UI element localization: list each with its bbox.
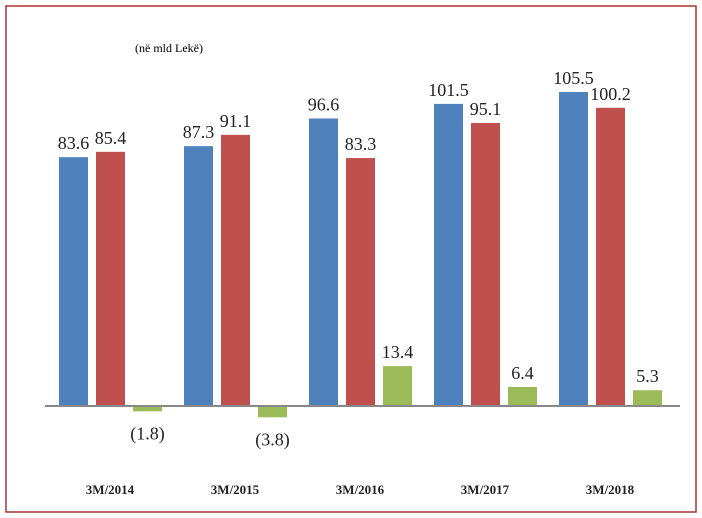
bar bbox=[471, 122, 500, 406]
data-label: 100.2 bbox=[590, 84, 631, 104]
data-label: 101.5 bbox=[428, 80, 469, 100]
bar bbox=[184, 146, 213, 407]
data-label: 85.4 bbox=[95, 128, 127, 148]
bar bbox=[508, 386, 537, 406]
data-label: 5.3 bbox=[636, 366, 659, 386]
chart-subtitle: (në mld Lekë) bbox=[135, 41, 203, 55]
data-label: 95.1 bbox=[470, 99, 502, 119]
bar bbox=[309, 118, 338, 406]
bar bbox=[133, 406, 162, 412]
x-tick-label: 3M/2018 bbox=[586, 482, 635, 497]
data-label: 6.4 bbox=[511, 363, 534, 383]
x-tick-label: 3M/2015 bbox=[211, 482, 260, 497]
bar bbox=[221, 134, 250, 406]
data-label: (3.8) bbox=[255, 429, 290, 450]
data-label: 87.3 bbox=[183, 122, 215, 142]
bar bbox=[596, 107, 625, 406]
data-label: 83.3 bbox=[345, 134, 377, 154]
data-label: 13.4 bbox=[382, 342, 414, 362]
bar bbox=[258, 406, 287, 418]
data-label: 83.6 bbox=[58, 133, 90, 153]
x-tick-label: 3M/2016 bbox=[336, 482, 385, 497]
bar bbox=[434, 103, 463, 406]
bar bbox=[383, 366, 412, 406]
data-label: (1.8) bbox=[130, 423, 165, 444]
x-tick-label: 3M/2017 bbox=[461, 482, 510, 497]
data-label: 91.1 bbox=[220, 111, 252, 131]
bar bbox=[96, 151, 125, 406]
data-label: 96.6 bbox=[308, 94, 340, 114]
bar bbox=[59, 157, 88, 406]
x-tick-label: 3M/2014 bbox=[86, 482, 135, 497]
data-label: 105.5 bbox=[553, 68, 594, 88]
bar bbox=[346, 158, 375, 406]
bar bbox=[633, 390, 662, 406]
bar bbox=[559, 92, 588, 406]
